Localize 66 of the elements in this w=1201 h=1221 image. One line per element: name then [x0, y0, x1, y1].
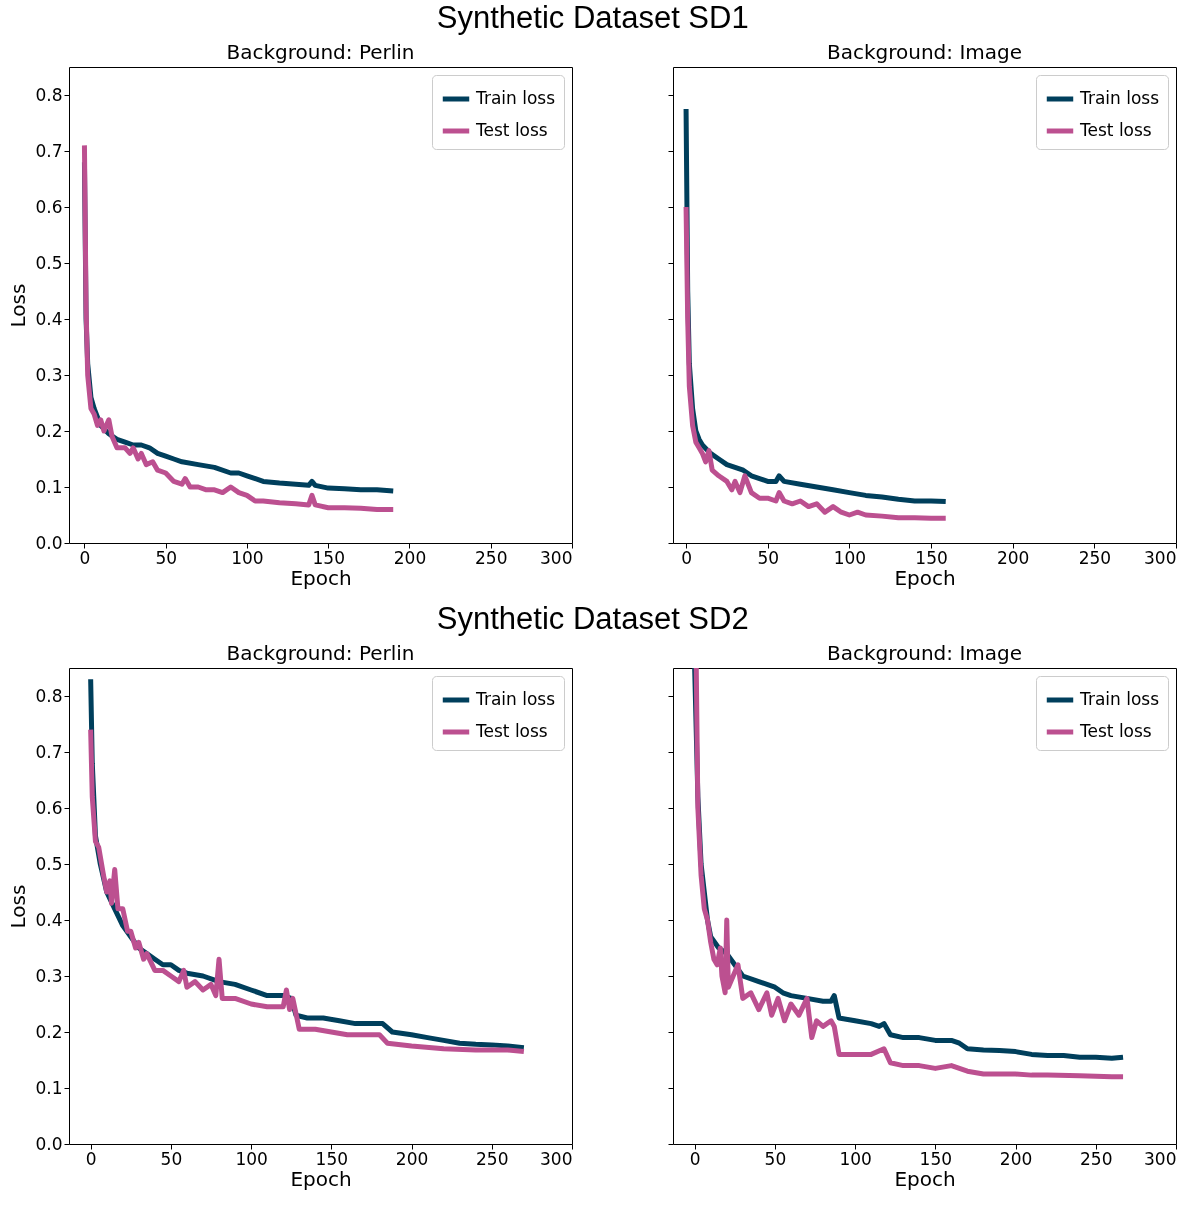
legend-label: Test loss [1079, 120, 1152, 140]
y-tick-label: 0.8 [35, 685, 63, 706]
y-tick-label: 0.1 [35, 476, 63, 497]
x-tick-label: 0 [79, 547, 91, 568]
x-axis-title: Epoch [290, 565, 352, 590]
x-tick-label: 100 [231, 547, 264, 568]
x-tick-label: 200 [395, 1148, 429, 1169]
x-tick-label: 50 [160, 1148, 183, 1169]
x-tick-label: 250 [1078, 547, 1112, 568]
y-axis-title: Loss [6, 884, 31, 929]
chart-title: Background: Perlin [226, 641, 415, 665]
chart-title: Background: Image [826, 40, 1023, 64]
y-tick-label: 0.4 [35, 909, 63, 930]
x-tick-label: 250 [475, 547, 508, 568]
x-tick-label: 250 [1080, 1148, 1113, 1169]
text: Synthetic Dataset SD1 [436, 0, 749, 35]
x-tick-label: 50 [155, 547, 178, 568]
y-tick-label: 0.8 [35, 84, 63, 105]
y-tick-label: 0.7 [35, 140, 63, 161]
y-tick-label: 0.6 [35, 797, 63, 818]
x-tick-label: 50 [757, 547, 780, 568]
x-tick-label: 300 [1144, 547, 1177, 568]
y-tick-label: 0.5 [35, 252, 63, 273]
y-axis-title: Loss [6, 283, 31, 328]
x-tick-label: 0 [681, 547, 692, 568]
y-tick-label: 0.3 [35, 364, 63, 385]
x-tick-label: 0 [689, 1148, 701, 1169]
chart-title: Background: Perlin [226, 40, 415, 64]
x-tick-label: 200 [393, 547, 427, 568]
x-tick-label: 300 [540, 1148, 573, 1169]
legend-label: Test loss [475, 721, 548, 741]
x-tick-label: 150 [915, 547, 948, 568]
x-tick-label: 0 [85, 1148, 97, 1169]
legend-label: Test loss [1079, 721, 1152, 741]
y-tick-label: 0.7 [35, 741, 63, 762]
x-tick-label: 150 [919, 1148, 953, 1169]
legend-label: Train loss [1079, 689, 1160, 709]
y-tick-label: 0.2 [35, 420, 63, 441]
y-tick-label: 0.4 [35, 308, 63, 329]
y-tick-label: 0.0 [35, 1133, 63, 1154]
y-tick-label: 0.1 [35, 1077, 63, 1098]
x-tick-label: 100 [839, 1148, 872, 1169]
x-tick-label: 50 [764, 1148, 787, 1169]
x-tick-label: 150 [312, 547, 345, 568]
chart-title: Background: Image [826, 641, 1023, 665]
y-tick-label: 0.2 [35, 1021, 63, 1042]
x-axis-title: Epoch [290, 1166, 352, 1191]
x-tick-label: 150 [315, 1148, 349, 1169]
x-tick-label: 100 [235, 1148, 268, 1169]
x-tick-label: 300 [540, 547, 573, 568]
y-tick-label: 0.3 [35, 965, 63, 986]
legend-label: Train loss [1079, 88, 1160, 108]
y-tick-label: 0.0 [35, 532, 63, 553]
x-tick-label: 200 [996, 547, 1030, 568]
y-tick-label: 0.5 [35, 853, 63, 874]
x-tick-label: 100 [833, 547, 867, 568]
y-tick-label: 0.6 [35, 196, 63, 217]
x-axis-title: Epoch [894, 565, 956, 590]
x-axis-title: Epoch [894, 1166, 956, 1191]
x-tick-label: 200 [999, 1148, 1033, 1169]
x-tick-label: 300 [1144, 1148, 1177, 1169]
x-tick-label: 250 [476, 1148, 509, 1169]
text: Synthetic Dataset SD2 [436, 600, 749, 636]
legend-label: Test loss [475, 120, 548, 140]
legend-label: Train loss [475, 689, 556, 709]
legend-label: Train loss [475, 88, 556, 108]
